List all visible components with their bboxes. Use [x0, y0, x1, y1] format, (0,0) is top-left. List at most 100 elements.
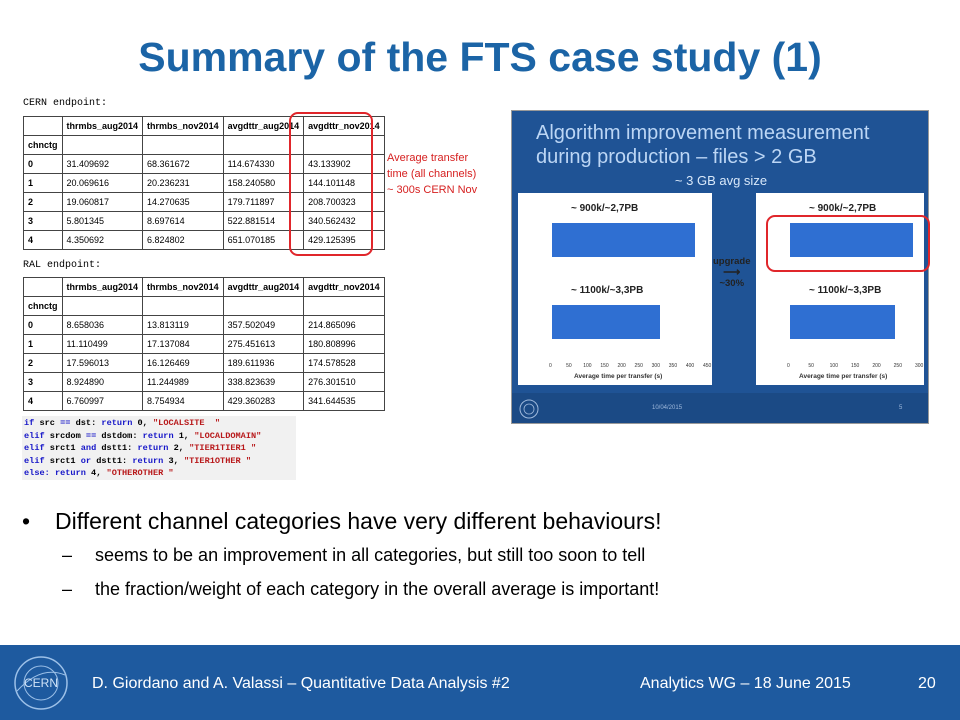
plot-tick-label: 50: [808, 363, 814, 369]
table-cell: 341.644535: [303, 391, 385, 411]
plot-bar: [790, 223, 913, 257]
plot-tick-label: 0: [787, 363, 790, 369]
code-token: ==: [85, 430, 102, 441]
footer-authors: D. Giordano and A. Valassi – Quantitativ…: [92, 675, 510, 692]
upgrade-text: upgrade: [713, 256, 751, 267]
code-token: return: [142, 430, 179, 441]
code-token: if: [24, 418, 40, 428]
inset-date: 10/04/2015: [652, 405, 683, 411]
table-row: 4 6.760997 8.754934 429.360283 341.644535: [23, 391, 385, 411]
slide-number: 20: [918, 675, 936, 692]
upgrade-label: upgrade ⟶ ~30%: [713, 256, 750, 289]
plot-bar: [790, 305, 895, 339]
bullet-dash-icon: –: [62, 545, 73, 565]
table-cell: 429.125395: [303, 230, 385, 250]
code-token: dstt1:: [96, 455, 133, 466]
table-index-row: chnctg: [23, 296, 385, 316]
table-cell: 8.697614: [142, 211, 224, 231]
table-row: 3 5.801345 8.697614 522.881514 340.562432: [23, 211, 385, 231]
table-cell: 13.813119: [142, 315, 224, 335]
table-cell: 275.451613: [222, 334, 305, 354]
plot-tick-label: 450: [703, 363, 712, 369]
code-token: else: return: [24, 468, 92, 478]
table-cell: 2: [23, 192, 63, 212]
table-cell: 338.823639: [222, 372, 305, 392]
bullet-main: • Different channel categories have very…: [22, 504, 952, 538]
bullet-sub-text: the fraction/weight of each category in …: [95, 579, 660, 599]
table-row: 2 19.060817 14.270635 179.711897 208.700323: [23, 192, 385, 212]
plot-before-other: ~ 1100k/~3,3PB 0 50 100 150 200 250 300 350 400 45…: [518, 275, 712, 385]
bullet-main-text: Different channel categories have very d…: [55, 508, 662, 534]
table-cell: 17.137084: [142, 334, 224, 354]
table-index-cell: [61, 296, 144, 316]
annotation-line: ~ 300s CERN Nov: [387, 184, 478, 196]
plot-tick-label: 250: [634, 363, 643, 369]
code-line: elif srcdom == dstdom: return 1, "LOCALD…: [24, 430, 294, 443]
code-token: elif: [24, 430, 50, 441]
table-row: 4 4.350692 6.824802 651.070185 429.125395: [23, 230, 385, 250]
plot-tick-label: 0: [549, 363, 552, 369]
cern-logo-icon: [518, 398, 540, 423]
code-token: "TIER1TIER1 ": [189, 443, 257, 453]
table-cell: 189.611936: [222, 353, 305, 373]
inset-subtitle: ~ 3 GB avg size: [674, 173, 768, 188]
slide-title: Summary of the FTS case study (1): [138, 34, 822, 80]
table-header-row: thrmbs_aug2014 thrmbs_nov2014 avgdttr_aug2…: [23, 277, 385, 297]
inset-page-number: 5: [899, 405, 903, 411]
table-row: 1 11.110499 17.137084 275.451613 180.808996: [23, 334, 385, 354]
table-header-cell: avgdttr_aug2014: [222, 277, 305, 297]
upgrade-percent: ~30%: [719, 278, 745, 289]
plot-tick-label: 100: [583, 363, 592, 369]
code-token: "TIER1OTHER ": [183, 455, 251, 466]
plot-label: ~ 900k/~2,7PB: [568, 203, 642, 214]
code-snippet: if src == dst: return 0, "LOCALSITE " eli…: [22, 416, 296, 480]
plot-tick-label: 250: [893, 363, 902, 369]
bullet-sub-text: seems to be an improvement in all catego…: [95, 545, 646, 565]
table-row: 2 17.596013 16.126469 189.611936 174.578528: [23, 353, 385, 373]
table-cell: 20.236231: [142, 173, 224, 193]
code-token: srct1: [49, 443, 81, 453]
annotation-text: Average transfer time (all channels) ~ 3…: [387, 150, 507, 198]
cern-logo-icon: CERN: [11, 655, 71, 716]
table-index-cell: [142, 296, 224, 316]
code-token: elif: [24, 443, 50, 453]
cern-endpoint-table: thrmbs_aug2014 thrmbs_nov2014 avgdttr_aug2…: [23, 116, 385, 250]
plot-tick-label: 200: [617, 363, 626, 369]
table-cell: 651.070185: [222, 230, 305, 250]
table-row: 0 8.658036 13.813119 357.502049 214.865096: [23, 315, 385, 335]
table-cell: 19.060817: [61, 192, 144, 212]
annotation-line: Average transfer: [387, 152, 469, 164]
cern-nov-highlight: [289, 112, 373, 256]
code-token: or: [80, 455, 97, 466]
table-index-cell: [303, 296, 385, 316]
code-token: dstt1:: [101, 443, 138, 453]
table-cell: 3: [23, 372, 63, 392]
table-header-cell: thrmbs_aug2014: [61, 116, 144, 136]
table-cell: 68.361672: [142, 154, 224, 174]
table-cell: 357.502049: [222, 315, 305, 335]
table-index-row: chnctg: [23, 135, 385, 155]
table-cell: 11.244989: [142, 372, 224, 392]
code-token: "LOCALDOMAIN": [194, 430, 262, 441]
plot-tick-label: 300: [651, 363, 660, 369]
cern-endpoint-label: CERN endpoint:: [23, 98, 108, 109]
table-cell: 1: [23, 334, 63, 354]
plot-bar: [552, 223, 695, 257]
table-cell: 214.865096: [303, 315, 385, 335]
plot-tick-label: 300: [915, 363, 924, 369]
code-token: 2,: [173, 443, 190, 453]
upgrade-arrow-icon: ⟶: [723, 265, 741, 279]
code-token: 3,: [168, 455, 184, 466]
code-token: srcdom: [49, 430, 86, 441]
code-token: and: [80, 443, 102, 453]
logo-text: CERN: [24, 676, 58, 690]
table-cell: 180.808996: [303, 334, 385, 354]
table-cell: 5.801345: [61, 211, 144, 231]
table-row: 0 31.409692 68.361672 114.674330 43.133902: [23, 154, 385, 174]
plot-label: ~ 1100k/~3,3PB: [568, 285, 647, 296]
table-cell: 4: [23, 230, 63, 250]
plot-bar: [552, 305, 660, 339]
code-token: ==: [60, 418, 76, 428]
code-line: else: return 4, "OTHEROTHER ": [24, 467, 294, 480]
code-line: if src == dst: return 0, "LOCALSITE ": [24, 417, 294, 430]
